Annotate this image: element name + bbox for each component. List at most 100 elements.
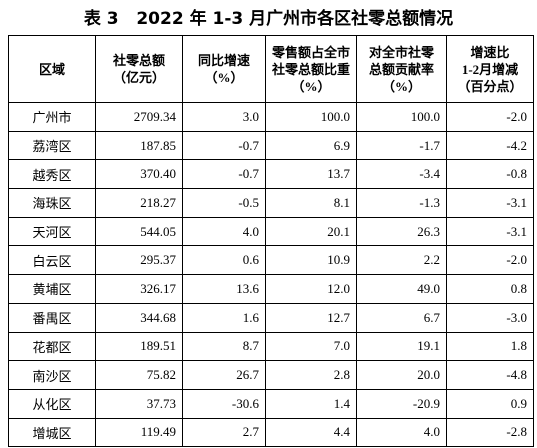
- value-cell: -3.1: [446, 188, 534, 218]
- table-row: 广州市 2709.34 3.0 100.0 100.0 -2.0: [8, 102, 534, 132]
- table-row: 白云区 295.37 0.6 10.9 2.2 -2.0: [8, 245, 534, 276]
- value-cell: -3.1: [446, 216, 534, 247]
- value-cell: -1.7: [356, 130, 447, 161]
- header-line: （百分点）: [457, 78, 523, 94]
- header-cell: 区域: [8, 35, 96, 103]
- value-cell: 12.7: [265, 302, 357, 333]
- value-cell: -2.0: [446, 102, 534, 132]
- value-cell: -3.4: [356, 159, 447, 190]
- value-cell: -0.7: [182, 130, 266, 161]
- value-cell: 13.7: [265, 159, 357, 190]
- value-cell: 100.0: [356, 102, 447, 132]
- value-cell: 100.0: [265, 102, 357, 132]
- header-line: 对全市社零: [368, 44, 434, 60]
- value-cell: 20.1: [265, 216, 357, 247]
- value-cell: 370.40: [95, 159, 183, 190]
- table-row: 南沙区 75.82 26.7 2.8 20.0 -4.8: [8, 360, 534, 390]
- value-cell: 26.3: [356, 216, 447, 247]
- header-line: （%）: [381, 78, 421, 94]
- value-cell: 19.1: [356, 331, 447, 362]
- header-line: 增速比: [470, 44, 510, 60]
- table-row: 黄埔区 326.17 13.6 12.0 49.0 0.8: [8, 274, 534, 304]
- value-cell: 4.0: [182, 216, 266, 247]
- region-cell: 花都区: [8, 331, 96, 362]
- value-cell: 7.0: [265, 331, 357, 362]
- value-cell: 326.17: [95, 274, 183, 304]
- value-cell: -2.8: [446, 417, 534, 448]
- value-cell: 3.0: [182, 102, 266, 132]
- region-cell: 番禺区: [8, 302, 96, 333]
- value-cell: -4.8: [446, 360, 534, 390]
- region-cell: 增城区: [8, 417, 96, 448]
- value-cell: 119.49: [95, 417, 183, 448]
- value-cell: 218.27: [95, 188, 183, 218]
- header-cell: 同比增速 （%）: [182, 35, 266, 103]
- region-cell: 广州市: [8, 102, 96, 132]
- value-cell: 2.8: [265, 360, 357, 390]
- value-cell: 544.05: [95, 216, 183, 247]
- header-cell: 零售额占全市 社零总额比重 （%）: [265, 35, 357, 103]
- value-cell: 344.68: [95, 302, 183, 333]
- value-cell: -0.8: [446, 159, 534, 190]
- region-cell: 天河区: [8, 216, 96, 247]
- region-cell: 南沙区: [8, 360, 96, 390]
- value-cell: -4.2: [446, 130, 534, 161]
- value-cell: -0.7: [182, 159, 266, 190]
- value-cell: 1.8: [446, 331, 534, 362]
- header-cell: 增速比 1-2月增减 （百分点）: [446, 35, 534, 103]
- table-row: 番禺区 344.68 1.6 12.7 6.7 -3.0: [8, 302, 534, 333]
- header-line: 社零总额: [112, 53, 165, 68]
- value-cell: -20.9: [356, 388, 447, 419]
- header-line: （亿元）: [112, 70, 165, 85]
- region-cell: 白云区: [8, 245, 96, 276]
- value-cell: -30.6: [182, 388, 266, 419]
- header-line: 同比增速: [197, 53, 250, 68]
- table-row: 增城区 119.49 2.7 4.4 4.0 -2.8: [8, 417, 534, 448]
- table-body: 广州市 2709.34 3.0 100.0 100.0 -2.0 荔湾区 187.85 -0.7…: [8, 102, 534, 448]
- region-cell: 黄埔区: [8, 274, 96, 304]
- value-cell: -2.0: [446, 245, 534, 276]
- value-cell: 6.9: [265, 130, 357, 161]
- value-cell: 10.9: [265, 245, 357, 276]
- region-cell: 从化区: [8, 388, 96, 419]
- value-cell: 187.85: [95, 130, 183, 161]
- value-cell: -0.5: [182, 188, 266, 218]
- value-cell: 0.8: [446, 274, 534, 304]
- header-cell: 对全市社零 总额贡献率 （%）: [356, 35, 447, 103]
- table-row: 荔湾区 187.85 -0.7 6.9 -1.7 -4.2: [8, 130, 534, 161]
- table-title: 表 3 2022 年 1-3 月广州市各区社零总额情况: [83, 9, 454, 29]
- value-cell: 20.0: [356, 360, 447, 390]
- header-line: 1-2月增减: [461, 61, 519, 77]
- header-line: 社零总额比重: [272, 61, 351, 77]
- region-cell: 荔湾区: [8, 130, 96, 161]
- value-cell: 0.6: [182, 245, 266, 276]
- value-cell: 37.73: [95, 388, 183, 419]
- header-line: （%）: [204, 70, 244, 85]
- value-cell: 295.37: [95, 245, 183, 276]
- value-cell: 4.0: [356, 417, 447, 448]
- region-cell: 海珠区: [8, 188, 96, 218]
- header-row: 区域 社零总额 （亿元） 同比增速 （%） 零售额占全市 社零总额比重 （%） 对全市社零 总额贡…: [8, 35, 534, 103]
- value-cell: -3.0: [446, 302, 534, 333]
- value-cell: 26.7: [182, 360, 266, 390]
- value-cell: 75.82: [95, 360, 183, 390]
- value-cell: 1.6: [182, 302, 266, 333]
- value-cell: 6.7: [356, 302, 447, 333]
- table-row: 海珠区 218.27 -0.5 8.1 -1.3 -3.1: [8, 188, 534, 218]
- value-cell: 189.51: [95, 331, 183, 362]
- value-cell: 13.6: [182, 274, 266, 304]
- header-line: （%）: [291, 78, 331, 94]
- region-cell: 越秀区: [8, 159, 96, 190]
- value-cell: 12.0: [265, 274, 357, 304]
- table-row: 花都区 189.51 8.7 7.0 19.1 1.8: [8, 331, 534, 362]
- value-cell: 8.7: [182, 331, 266, 362]
- value-cell: 2.7: [182, 417, 266, 448]
- header-cell: 社零总额 （亿元）: [95, 35, 183, 103]
- value-cell: 4.4: [265, 417, 357, 448]
- value-cell: 0.9: [446, 388, 534, 419]
- value-cell: 2.2: [356, 245, 447, 276]
- table-row: 天河区 544.05 4.0 20.1 26.3 -3.1: [8, 216, 534, 247]
- table-row: 越秀区 370.40 -0.7 13.7 -3.4 -0.8: [8, 159, 534, 190]
- header-line: 零售额占全市: [272, 44, 351, 60]
